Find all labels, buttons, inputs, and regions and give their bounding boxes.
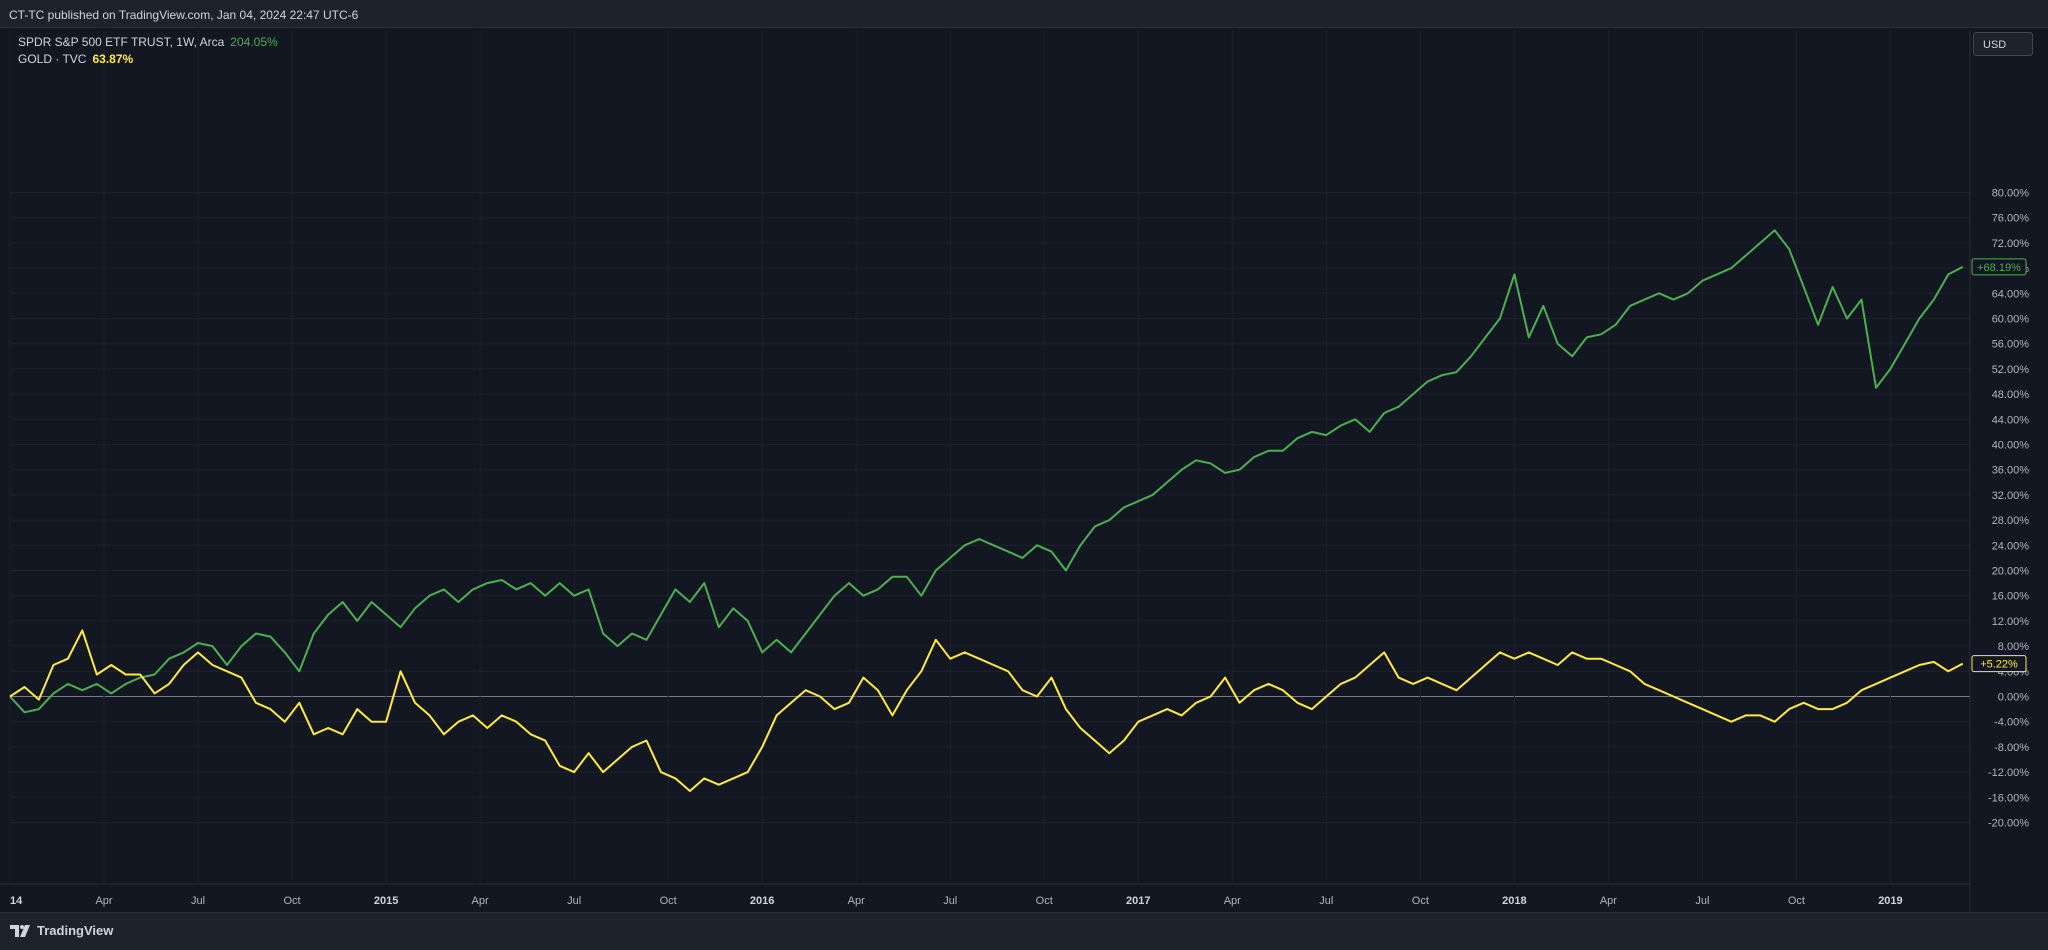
y-tick-label: 64.00%	[1992, 288, 2030, 300]
x-tick-label: Apr	[472, 895, 489, 907]
tradingview-logo-icon	[10, 924, 30, 937]
x-tick-label: 14	[10, 895, 23, 907]
x-tick-label: Oct	[660, 895, 677, 907]
x-tick-label: 2015	[374, 895, 398, 907]
x-tick-label: 2016	[750, 895, 774, 907]
y-tick-label: 32.00%	[1992, 490, 2030, 502]
legend-spy-name: SPDR S&P 500 ETF TRUST, 1W, Arca	[18, 35, 225, 49]
tradingview-logo[interactable]: TradingView	[10, 923, 113, 938]
x-tick-label: Apr	[95, 895, 112, 907]
currency-button[interactable]: USD	[1973, 32, 2033, 56]
y-tick-label: 8.00%	[1998, 641, 2029, 653]
x-tick-label: 2017	[1126, 895, 1150, 907]
x-tick-label: Oct	[1788, 895, 1805, 907]
y-tick-label: -12.00%	[1988, 767, 2029, 779]
y-tick-label: 40.00%	[1992, 440, 2030, 452]
x-tick-label: Jul	[943, 895, 957, 907]
y-tick-label: 76.00%	[1992, 213, 2030, 225]
series-legend: SPDR S&P 500 ETF TRUST, 1W, Arca 204.05% …	[18, 34, 284, 68]
legend-gold-change: 63.87%	[92, 52, 134, 66]
last-value-badge-spy: +68.19%	[1977, 262, 2021, 274]
legend-gold[interactable]: GOLD · TVC 63.87%	[18, 51, 284, 68]
y-tick-label: 44.00%	[1992, 414, 2030, 426]
x-tick-label: Apr	[1224, 895, 1241, 907]
x-tick-label: 2018	[1502, 895, 1526, 907]
x-tick-label: Oct	[1036, 895, 1053, 907]
legend-gold-name: GOLD · TVC	[18, 52, 87, 66]
y-tick-label: 80.00%	[1992, 188, 2030, 200]
x-tick-label: Oct	[284, 895, 301, 907]
x-tick-label: Jul	[191, 895, 205, 907]
y-tick-label: 52.00%	[1992, 364, 2030, 376]
y-tick-label: 12.00%	[1992, 616, 2030, 628]
legend-spy-change: 204.05%	[230, 35, 278, 49]
y-tick-label: -8.00%	[1994, 742, 2029, 754]
y-tick-label: 16.00%	[1992, 591, 2030, 603]
y-tick-label: -4.00%	[1994, 717, 2029, 729]
y-tick-label: 28.00%	[1992, 515, 2030, 527]
y-tick-label: 56.00%	[1992, 339, 2030, 351]
legend-spy[interactable]: SPDR S&P 500 ETF TRUST, 1W, Arca 204.05%	[18, 34, 284, 51]
x-tick-label: Oct	[1412, 895, 1429, 907]
y-tick-label: -16.00%	[1988, 792, 2029, 804]
y-tick-label: 60.00%	[1992, 314, 2030, 326]
publish-header: CT-TC published on TradingView.com, Jan …	[0, 0, 2048, 28]
series-line-gold	[9, 629, 1964, 792]
x-tick-label: Jul	[567, 895, 581, 907]
last-value-badge-gold: +5.22%	[1980, 659, 2018, 671]
last-value-badge-bg	[1971, 655, 2027, 673]
x-tick-label: 2019	[1878, 895, 1902, 907]
x-tick-label: Apr	[848, 895, 865, 907]
y-tick-label: -20.00%	[1988, 818, 2029, 830]
x-tick-label: Jul	[1319, 895, 1333, 907]
y-tick-label: 36.00%	[1992, 465, 2030, 477]
y-tick-label: 0.00%	[1998, 692, 2029, 704]
y-tick-label: 24.00%	[1992, 540, 2030, 552]
y-tick-label: 48.00%	[1992, 389, 2030, 401]
footer-bar: TradingView	[0, 912, 2048, 950]
x-tick-label: Apr	[1600, 895, 1617, 907]
y-tick-label: 20.00%	[1992, 566, 2030, 578]
series-line-spy	[9, 229, 1964, 714]
last-value-badge-bg	[1971, 258, 2027, 276]
footer-brand: TradingView	[37, 923, 114, 938]
y-tick-label: 72.00%	[1992, 238, 2030, 250]
x-tick-label: Jul	[1695, 895, 1709, 907]
